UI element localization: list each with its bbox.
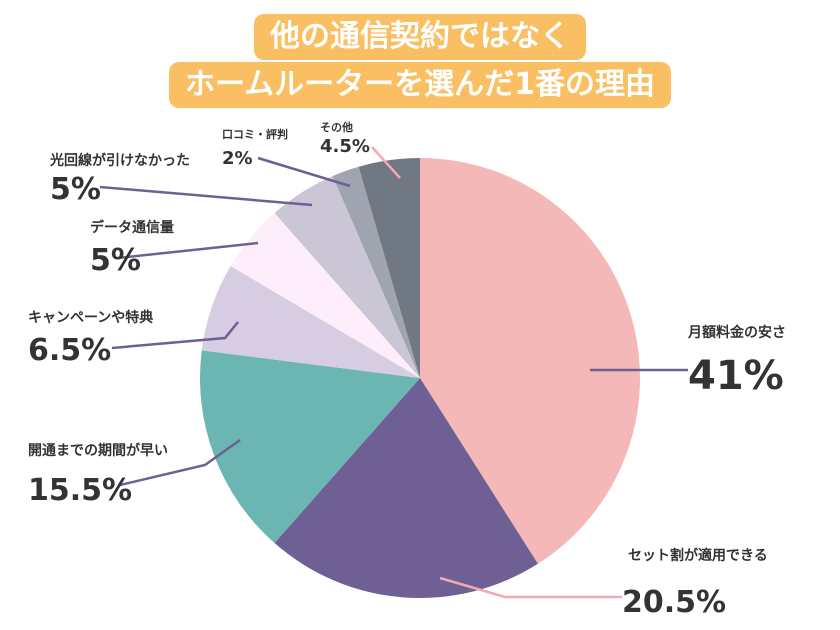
pie-slice-4 (201, 266, 420, 378)
leader-line-4 (111, 321, 239, 350)
slice-label-7: 口コミ・評判 (222, 127, 288, 141)
leader-line-8 (371, 146, 401, 179)
slice-label-2: セット割が適用できる (628, 547, 768, 564)
pie-slice-6 (274, 176, 420, 378)
leader-line-3 (119, 438, 241, 487)
slice-label-3: 開通までの期間が早い (28, 442, 168, 459)
pie-slice-7 (332, 166, 420, 378)
leader-line-6 (99, 185, 313, 207)
chart-title-line-2: ホームルーターを選んだ1番の理由 (169, 62, 671, 108)
chart-title-line-1: 他の通信契約ではなく (254, 14, 586, 60)
pie-slice-2 (274, 378, 538, 598)
slice-label-1: 月額料金の安さ (687, 324, 786, 341)
slice-value-1: 41% (688, 353, 784, 399)
pie-slice-3 (199, 350, 420, 544)
pie-slice-1 (420, 158, 640, 564)
pie-slice-5 (230, 212, 420, 378)
slice-value-4: 6.5% (28, 333, 111, 368)
slice-value-5: 5% (90, 243, 141, 278)
slice-value-2: 20.5% (622, 585, 726, 620)
slice-value-3: 15.5% (28, 473, 132, 508)
slice-value-6: 5% (50, 172, 101, 207)
slice-value-7: 2% (222, 148, 253, 169)
slice-label-5: データ通信量 (90, 219, 174, 236)
leader-line-2 (439, 576, 622, 599)
slice-label-8: その他 (320, 120, 353, 134)
slice-label-6: 光回線が引けなかった (49, 152, 190, 169)
slice-value-8: 4.5% (320, 136, 370, 157)
leader-line-7 (257, 156, 351, 188)
leader-line-5 (117, 241, 259, 260)
pie-slice-8 (358, 158, 420, 378)
slice-label-4: キャンペーンや特典 (28, 309, 153, 326)
